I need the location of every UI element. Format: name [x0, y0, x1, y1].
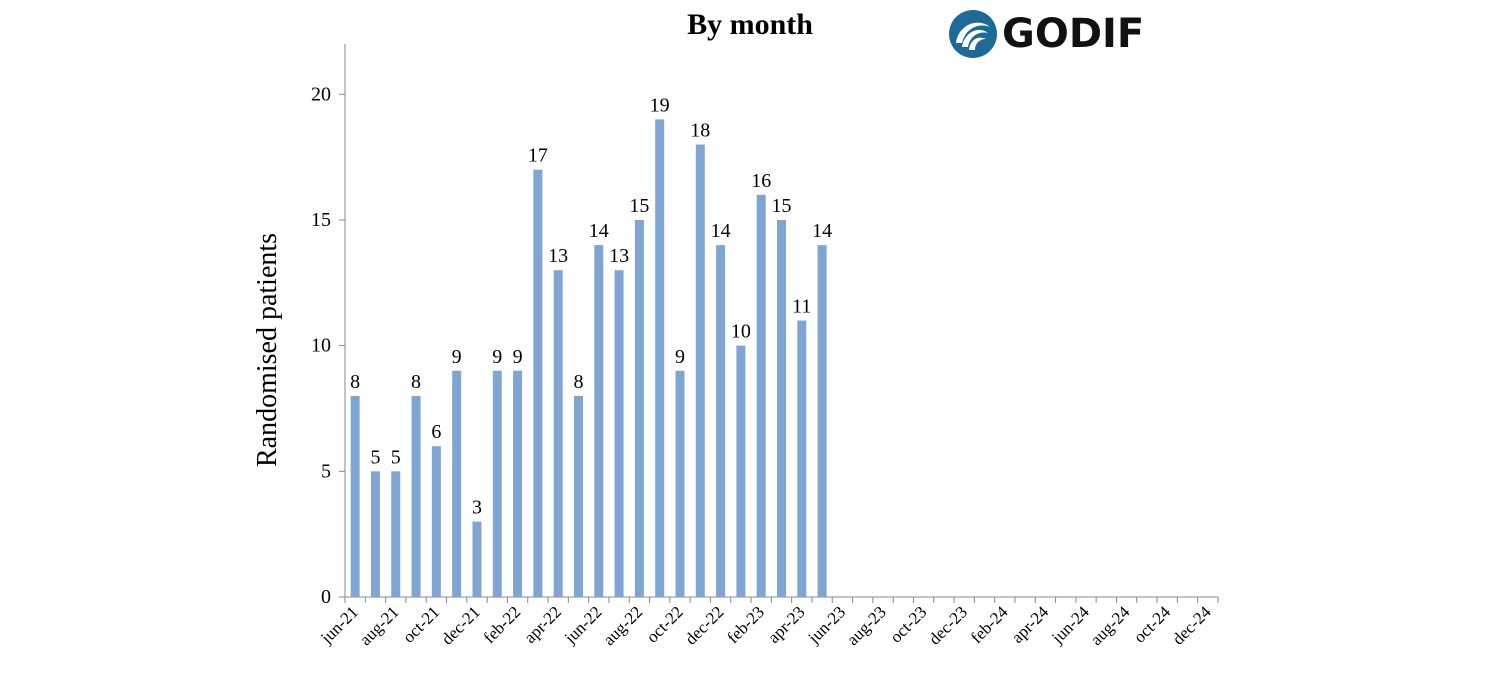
- y-tick-label: 15: [311, 209, 331, 231]
- bar: [736, 345, 746, 597]
- bar: [675, 370, 685, 597]
- x-tick-label: jun-21: [316, 602, 362, 648]
- y-tick-label: 20: [311, 83, 331, 105]
- bar: [350, 395, 360, 597]
- x-tick-label: dec-23: [925, 602, 971, 648]
- data-label: 5: [370, 446, 380, 468]
- x-tick-label: dec-24: [1169, 602, 1215, 648]
- data-label: 8: [411, 371, 421, 393]
- data-label: 9: [452, 346, 462, 368]
- bar: [452, 370, 462, 597]
- godif-logo-icon: [949, 10, 997, 58]
- data-label: 18: [690, 120, 710, 142]
- x-tick-label: feb-23: [723, 602, 768, 647]
- bar: [817, 245, 827, 597]
- x-tick-label: apr-24: [1008, 602, 1053, 647]
- x-tick-label: jun-22: [560, 602, 606, 648]
- x-tick-label: dec-22: [681, 602, 727, 648]
- data-label: 14: [589, 220, 609, 242]
- x-tick-label: apr-23: [764, 602, 809, 647]
- y-tick-label: 0: [321, 586, 331, 608]
- bar: [553, 270, 563, 597]
- data-label: 14: [711, 220, 731, 242]
- bar: [655, 119, 665, 597]
- bar: [573, 395, 583, 597]
- data-label: 9: [492, 346, 502, 368]
- bar: [411, 395, 421, 597]
- bar: [472, 521, 482, 597]
- data-label: 8: [350, 371, 360, 393]
- bar: [797, 320, 807, 597]
- x-tick-label: oct-23: [886, 602, 930, 646]
- data-label: 9: [675, 346, 685, 368]
- data-label: 13: [609, 245, 629, 267]
- bar: [594, 245, 604, 597]
- y-tick-label: 10: [311, 335, 331, 357]
- logo-text: GODIF: [1002, 11, 1145, 57]
- y-axis-label: Randomised patients: [252, 233, 283, 467]
- bar: [533, 169, 543, 597]
- data-label: 11: [792, 296, 811, 318]
- x-tick-label: oct-21: [399, 602, 443, 646]
- x-tick-label: oct-24: [1130, 602, 1174, 646]
- bar: [370, 471, 380, 597]
- y-tick-label: 5: [321, 460, 331, 482]
- data-label: 17: [528, 145, 548, 167]
- x-tick-label: aug-23: [843, 602, 890, 649]
- bar: [513, 370, 523, 597]
- bar: [391, 471, 401, 597]
- data-label: 16: [751, 170, 771, 192]
- x-tick-label: feb-22: [480, 602, 525, 647]
- data-label: 10: [731, 321, 751, 343]
- bar: [492, 370, 502, 597]
- data-label: 13: [548, 245, 568, 267]
- data-label: 19: [650, 94, 670, 116]
- x-tick-label: jun-24: [1047, 602, 1093, 648]
- data-label: 14: [812, 220, 832, 242]
- data-label: 3: [472, 497, 482, 519]
- data-label: 6: [431, 421, 441, 443]
- bar: [614, 270, 624, 597]
- data-label: 15: [772, 195, 792, 217]
- data-label: 15: [629, 195, 649, 217]
- bar: [431, 446, 441, 597]
- x-tick-label: aug-24: [1087, 602, 1134, 649]
- bar: [777, 219, 786, 598]
- data-label: 5: [391, 446, 401, 468]
- x-tick-label: feb-24: [967, 602, 1012, 647]
- data-label: 8: [573, 371, 583, 393]
- x-tick-label: aug-21: [356, 602, 403, 649]
- data-label: 9: [513, 346, 523, 368]
- godif-logo: GODIF: [948, 8, 1144, 60]
- x-tick-label: dec-21: [438, 602, 484, 648]
- chart-title: By month: [687, 8, 813, 41]
- x-tick-label: apr-22: [520, 602, 565, 647]
- x-tick-label: aug-22: [599, 602, 646, 649]
- bar: [634, 219, 644, 598]
- bar: [716, 245, 726, 597]
- x-tick-label: oct-22: [643, 602, 687, 646]
- bar: [756, 194, 766, 597]
- x-tick-label: jun-23: [804, 602, 850, 648]
- bar: [695, 144, 705, 597]
